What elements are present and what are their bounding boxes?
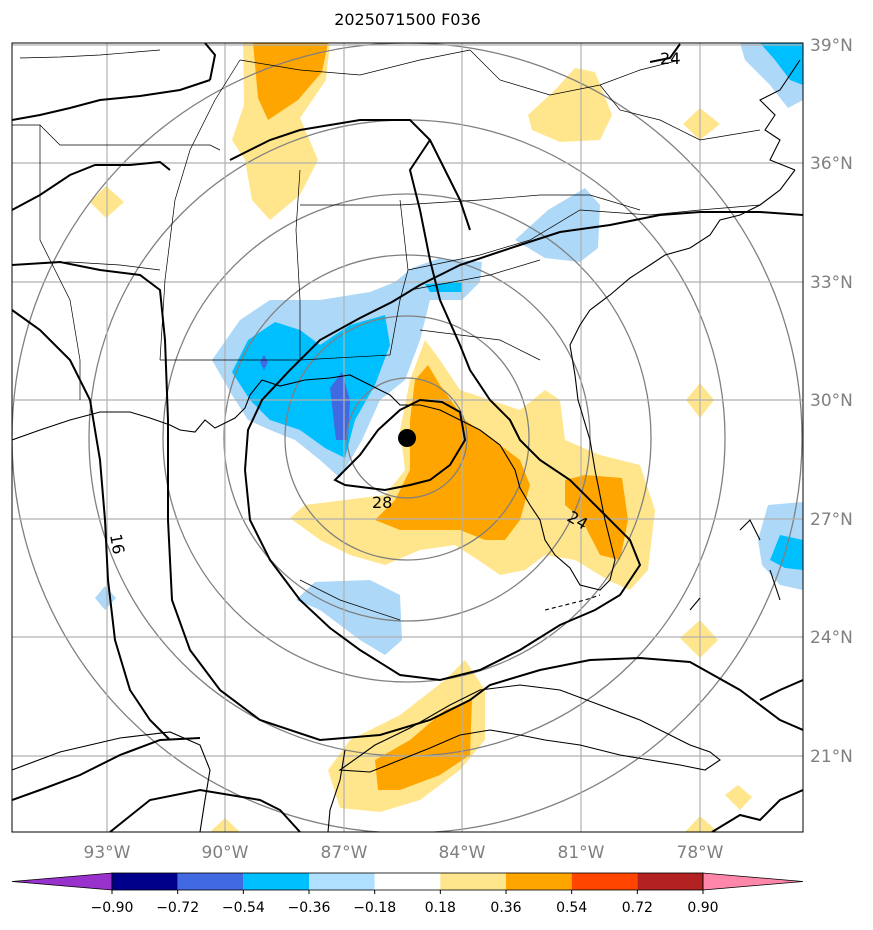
map-panel: 24 16 28 24 [12,43,803,832]
lat-label: 24°N [810,628,853,648]
colorbar-tick-label: 0.90 [687,900,718,916]
contour-line [244,139,642,682]
colorbar-segment [309,873,375,890]
positive-anomaly-area [725,785,752,810]
negative-anomaly-area [95,586,116,610]
colorbar-tick-label: −0.90 [91,900,134,916]
positive-anomaly-area [375,365,530,540]
colorbar-extend-high [702,872,804,891]
range-ring [284,315,530,561]
lon-label: 78°W [677,843,724,863]
contour-line [204,43,217,81]
coastlines [12,59,801,832]
colorbar-extend-low [11,872,113,891]
positive-anomaly-area [328,660,485,812]
negative-anomaly-area [770,535,803,570]
negative-anomaly-area [232,315,390,458]
colorbar-tick-label: 0.72 [622,900,653,916]
map-title: 2025071500 F036 [334,10,481,29]
contour-line [333,398,467,492]
contour-line [244,211,803,471]
negative-anomaly-area [260,355,268,370]
contour-line [12,737,201,801]
negative-anomaly-area [760,43,803,85]
positive-anomaly-area [375,700,472,790]
contour-line [12,260,803,742]
longitude-labels: 93°W 90°W 87°W 84°W 81°W 78°W [84,843,724,863]
contour-line [12,309,171,741]
lat-label: 33°N [810,273,853,293]
lon-label: 87°W [321,843,368,863]
colorbar: −0.90 −0.72 −0.54 −0.36 −0.18 0.18 0.36 0.54 0.7… [11,872,804,916]
map-frame [11,42,804,833]
contour-line [229,119,471,231]
contour-line [711,789,803,832]
lon-label: 90°W [202,843,249,863]
colorbar-segment [112,873,178,890]
colorbar-segment [571,873,638,890]
colorbar-segment [637,873,703,890]
positive-anomaly-area [683,108,720,140]
contour-line [109,788,301,832]
range-ring [162,193,652,683]
contour-line [759,679,803,701]
contour-line [649,43,681,63]
colorbar-tick-label: −0.18 [353,900,396,916]
shading-layer [90,43,803,832]
range-ring [223,254,591,622]
colorbar-segment [243,873,309,890]
lat-label: 39°N [810,36,853,56]
range-ring [346,377,468,499]
colorbar-tick-label: −0.36 [288,900,331,916]
lat-label: 21°N [810,747,853,767]
colorbar-segment [177,873,244,890]
contour-line [12,160,171,211]
colorbar-tick-label: −0.54 [222,900,265,916]
positive-anomaly-area [680,620,718,658]
range-ring [12,43,803,832]
negative-anomaly-area [515,188,600,262]
contour-line [12,79,211,121]
negative-anomaly-area [296,580,402,655]
negative-anomaly-area [330,372,350,440]
lat-label: 27°N [810,510,853,530]
colorbar-tick-label: 0.36 [490,900,521,916]
contour-label: 24 [660,49,680,68]
colorbar-frame [111,872,704,891]
latitude-labels: 39°N 36°N 33°N 30°N 27°N 24°N 21°N [810,36,853,767]
colorbar-segment [506,873,572,890]
lat-label: 36°N [810,154,853,174]
contour-label: 28 [372,493,392,512]
colorbar-tick-label: 0.54 [556,900,587,916]
graticule [12,43,803,832]
colorbar-segment [440,873,506,890]
lon-label: 84°W [439,843,486,863]
negative-anomaly-area [425,282,462,292]
storm-center-marker [398,429,416,447]
lat-label: 30°N [810,391,853,411]
positive-anomaly-area [253,43,328,120]
lon-label: 81°W [558,843,605,863]
colorbar-tick-label: −0.72 [156,900,199,916]
positive-anomaly-area [685,816,718,832]
lon-label: 93°W [84,843,131,863]
colorbar-tick-label: 0.18 [425,900,456,916]
contour-lines [12,43,803,832]
contour-label: 16 [106,532,128,555]
colorbar-segment [374,873,441,890]
